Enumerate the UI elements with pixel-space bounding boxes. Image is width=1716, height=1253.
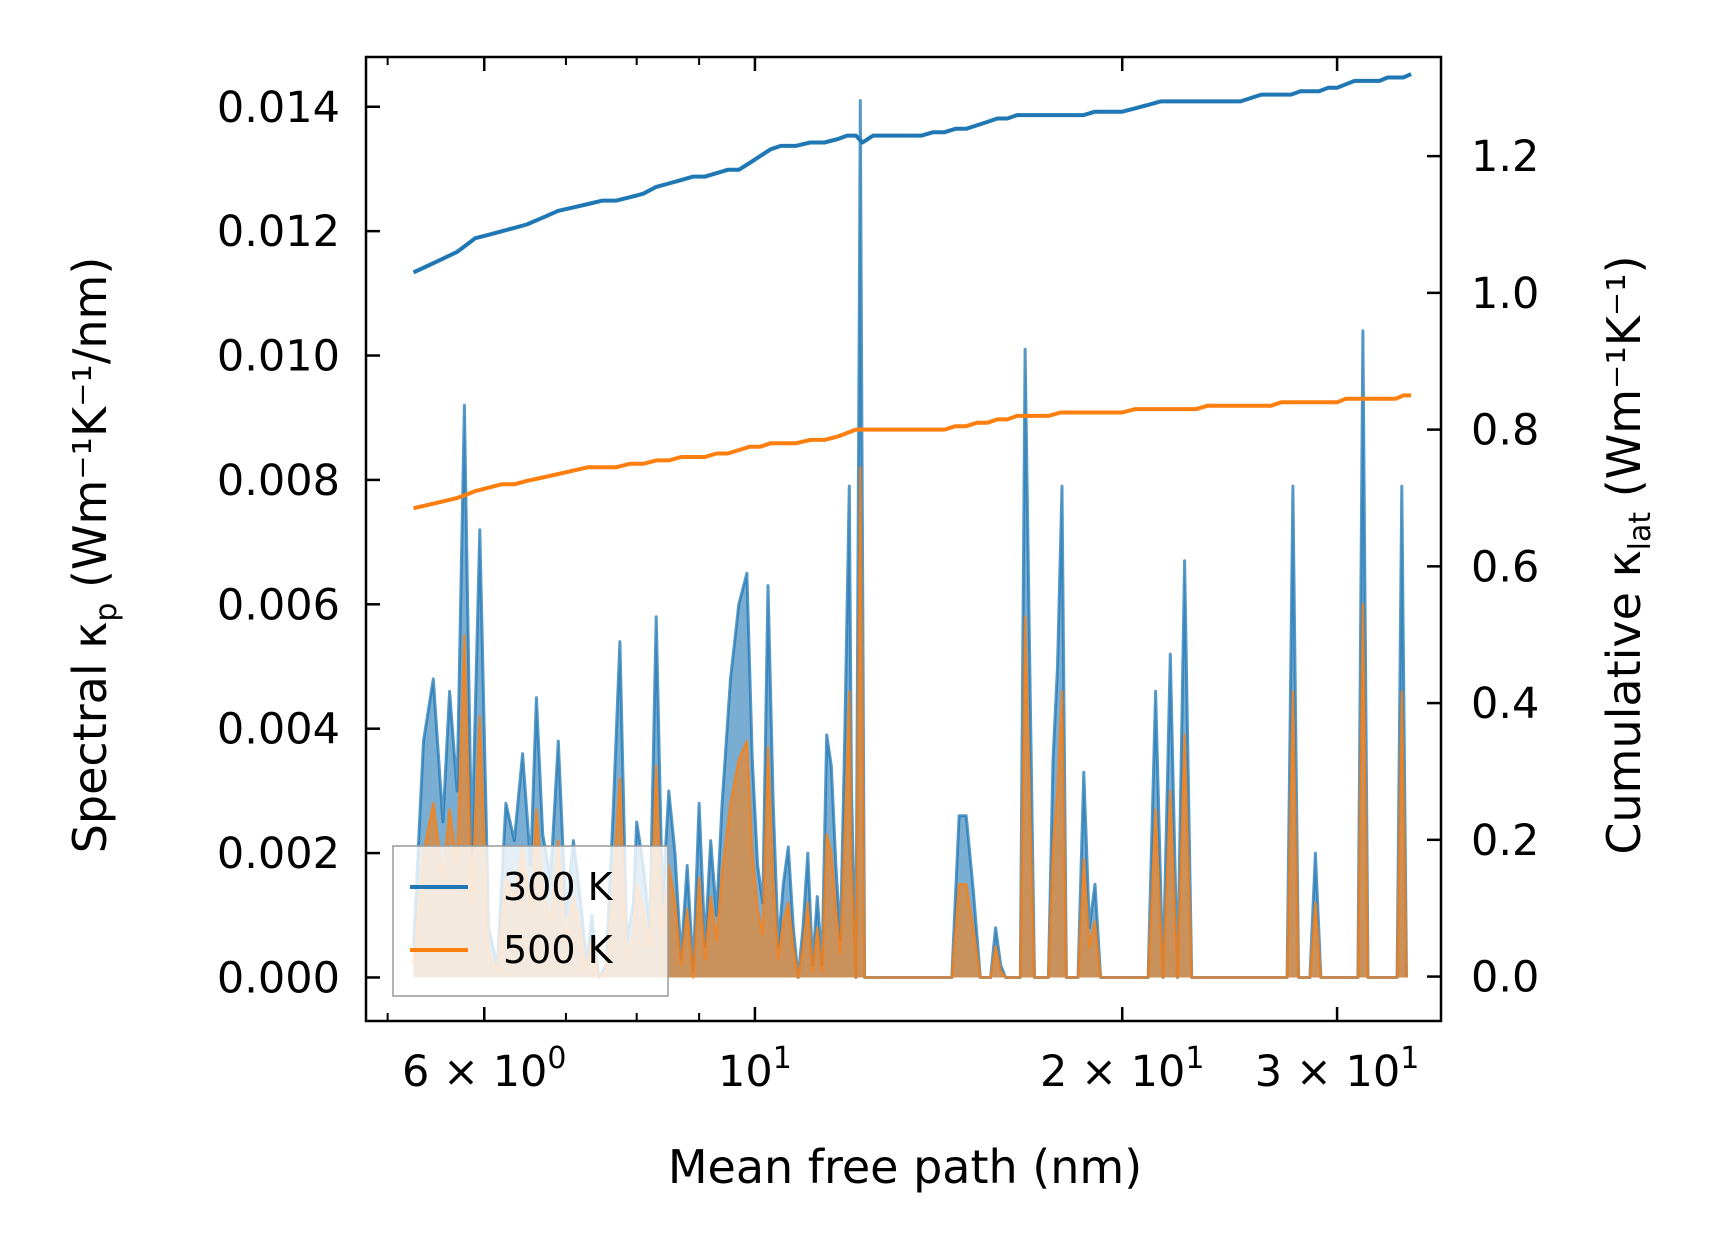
y-left-tick-label: 0.010 bbox=[217, 332, 340, 382]
y-left-tick-label: 0.004 bbox=[217, 705, 340, 755]
y-left-tick-label: 0.008 bbox=[217, 456, 340, 506]
axes-border bbox=[364, 55, 1443, 1023]
y-left-tick-label: 0.014 bbox=[217, 83, 340, 133]
legend-box bbox=[392, 845, 669, 997]
y-right-tick-label: 0.8 bbox=[1471, 406, 1539, 456]
y-left-tick-label: 0.012 bbox=[217, 207, 340, 257]
y-left-tick-label: 0.006 bbox=[217, 580, 340, 630]
right-y-axis: 0.0 0.2 0.4 0.6 0.8 1.0 1.2 bbox=[1427, 132, 1539, 1003]
x-tick-label: 3 × 101 bbox=[1255, 1041, 1420, 1097]
x-tick-label: 2 × 101 bbox=[1040, 1041, 1205, 1097]
x-tick-label: 101 bbox=[718, 1041, 792, 1097]
legend-label-300k: 300 K bbox=[503, 865, 614, 909]
y-left-tick-label: 0.000 bbox=[217, 953, 340, 1003]
y-right-tick-label: 0.6 bbox=[1471, 542, 1539, 592]
left-y-axis-label: Spectral κp (Wm⁻¹K⁻¹/nm) bbox=[63, 257, 124, 854]
y-right-tick-label: 1.0 bbox=[1471, 269, 1539, 319]
x-axis: 6 × 100 101 2 × 101 3 × 101 bbox=[386, 57, 1420, 1097]
y-right-tick-label: 0.4 bbox=[1471, 679, 1539, 729]
cumulative-300k-line bbox=[412, 72, 1412, 275]
spectral-500k-line bbox=[412, 466, 1408, 979]
y-right-tick-label: 0.0 bbox=[1471, 953, 1539, 1003]
axes-frame bbox=[364, 55, 1443, 1023]
x-axis-label: Mean free path (nm) bbox=[668, 1140, 1142, 1194]
y-right-tick-label: 1.2 bbox=[1471, 132, 1539, 182]
legend-label-500k: 500 K bbox=[503, 928, 614, 972]
x-tick-label: 6 × 100 bbox=[402, 1041, 567, 1097]
y-left-tick-label: 0.002 bbox=[217, 829, 340, 879]
left-y-axis: 0.000 0.002 0.004 0.006 0.008 0.010 0.012 0.014 bbox=[217, 83, 380, 1003]
y-right-tick-label: 0.2 bbox=[1471, 816, 1539, 866]
cumulative-500k-line bbox=[413, 393, 1412, 511]
legend: 300 K 500 K bbox=[392, 845, 669, 997]
plot-area bbox=[412, 72, 1412, 979]
right-y-axis-label: Cumulative κlat (Wm⁻¹K⁻¹) bbox=[1597, 255, 1658, 854]
